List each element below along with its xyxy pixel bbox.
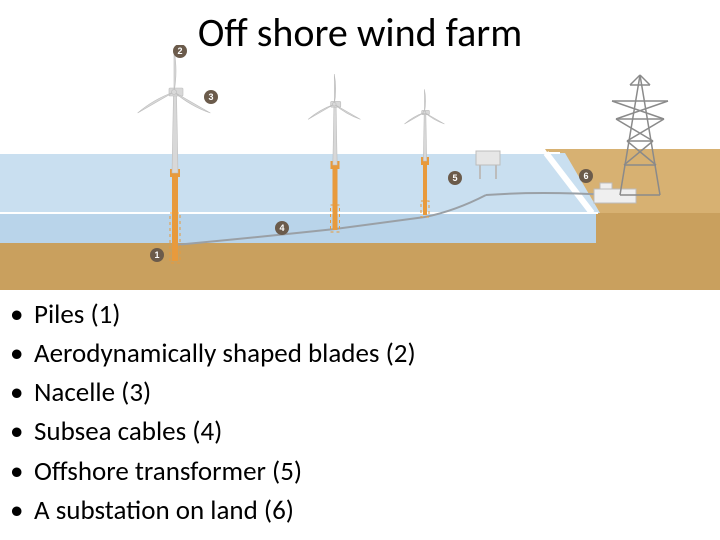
bullet-icon bbox=[10, 295, 34, 334]
bullet-icon bbox=[10, 373, 34, 412]
bullet-icon bbox=[10, 491, 34, 530]
svg-text:5: 5 bbox=[452, 173, 457, 183]
svg-text:3: 3 bbox=[208, 92, 213, 102]
svg-text:1: 1 bbox=[154, 250, 159, 260]
bullet-icon bbox=[10, 412, 34, 451]
label-badge: 6 bbox=[579, 169, 593, 183]
bullet-text: Aerodynamically shaped blades (2) bbox=[34, 334, 416, 373]
bullet-text: Subsea cables (4) bbox=[34, 412, 222, 451]
bullet-text: Piles (1) bbox=[34, 295, 121, 334]
svg-text:6: 6 bbox=[583, 171, 588, 181]
label-badge: 5 bbox=[448, 171, 462, 185]
svg-text:4: 4 bbox=[279, 223, 284, 233]
bullet-icon bbox=[10, 334, 34, 373]
bullet-icon bbox=[10, 452, 34, 491]
land-front bbox=[596, 213, 720, 290]
bullet-text: Offshore transformer (5) bbox=[34, 452, 302, 491]
bullet-list: Piles (1) Aerodynamically shaped blades … bbox=[10, 295, 416, 530]
water-surface bbox=[0, 153, 600, 213]
water-front bbox=[0, 213, 596, 243]
bullet-text: A substation on land (6) bbox=[34, 491, 294, 530]
slide: { "title": "Off shore wind farm", "bulle… bbox=[0, 0, 720, 540]
label-badge: 4 bbox=[275, 221, 289, 235]
bullet-text: Nacelle (3) bbox=[34, 373, 151, 412]
offshore-diagram: 1 2 3 4 5 6 bbox=[0, 45, 720, 290]
svg-text:2: 2 bbox=[177, 46, 182, 56]
label-badge: 1 bbox=[150, 248, 164, 262]
label-badge: 3 bbox=[204, 90, 218, 104]
